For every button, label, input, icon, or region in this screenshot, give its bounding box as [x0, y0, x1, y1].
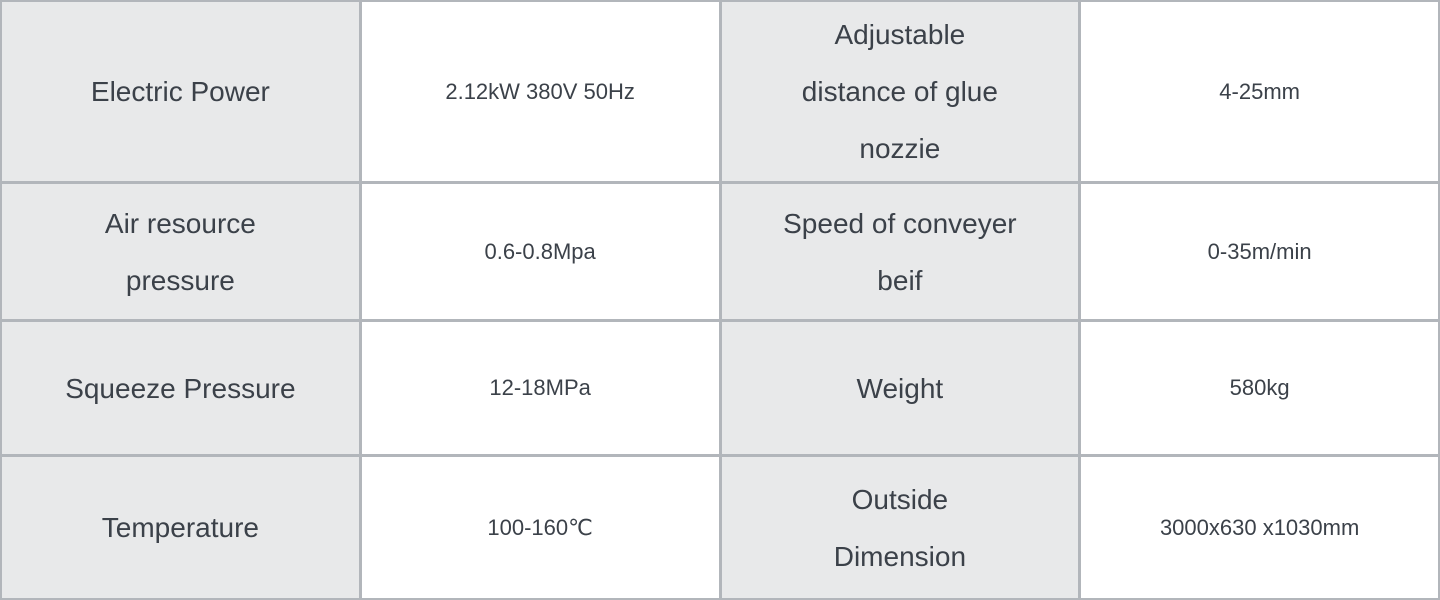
spec-value-speed-of-conveyer-belt: 0-35m/min	[1081, 184, 1438, 319]
spec-value-adjustable-distance-glue-nozzle: 4-25mm	[1081, 2, 1438, 181]
spec-label-outside-dimension: Outside Dimension	[721, 457, 1079, 598]
spec-value-electric-power: 2.12kW 380V 50Hz	[361, 2, 719, 181]
spec-label-temperature: Temperature	[2, 457, 359, 598]
spec-value-temperature: 100-160℃	[361, 457, 719, 598]
spec-label-squeeze-pressure: Squeeze Pressure	[2, 322, 359, 454]
spec-value-air-resource-pressure: 0.6-0.8Mpa	[361, 184, 719, 319]
spec-label-weight: Weight	[721, 322, 1079, 454]
spec-label-air-resource-pressure: Air resource pressure	[2, 184, 359, 319]
spec-label-speed-of-conveyer-belt: Speed of conveyer beif	[721, 184, 1079, 319]
spec-value-outside-dimension: 3000x630 x1030mm	[1081, 457, 1438, 598]
spec-label-adjustable-distance-glue-nozzle: Adjustable distance of glue nozzie	[721, 2, 1079, 181]
spec-value-weight: 580kg	[1081, 322, 1438, 454]
spec-value-squeeze-pressure: 12-18MPa	[361, 322, 719, 454]
spec-label-electric-power: Electric Power	[2, 2, 359, 181]
